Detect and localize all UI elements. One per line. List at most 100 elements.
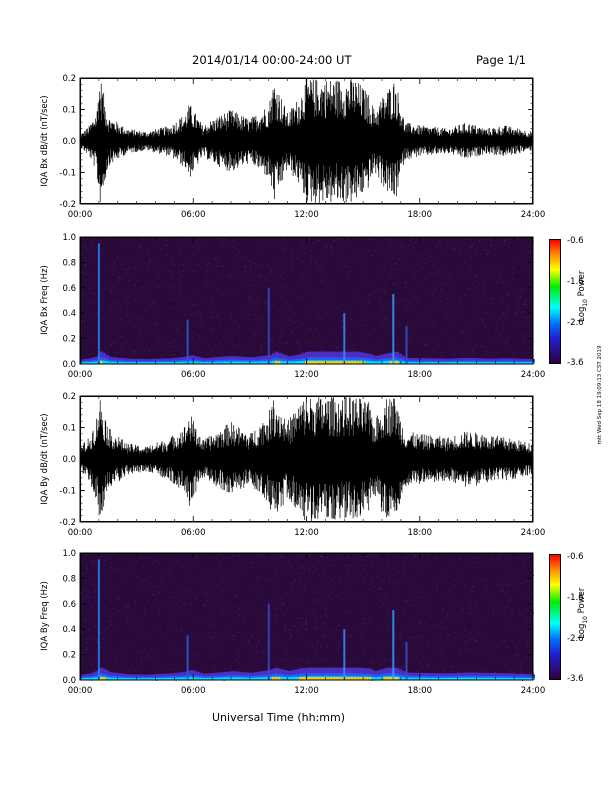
spectrogram-noise	[298, 585, 300, 586]
spectrogram-noise	[355, 317, 356, 319]
spectrogram-noise	[463, 640, 465, 642]
spectrogram-noise	[398, 291, 400, 293]
spectrogram-noise	[193, 355, 195, 357]
spectrogram-noise	[354, 566, 356, 568]
spectrogram-noise	[389, 663, 391, 665]
spectrogram-band	[440, 362, 445, 364]
spectrogram-noise	[336, 347, 337, 348]
spectrogram-noise	[95, 289, 97, 291]
spectrogram-noise	[115, 254, 117, 256]
spectrogram-noise	[431, 607, 433, 609]
spectrogram-noise	[361, 636, 363, 638]
spectrogram-noise	[523, 243, 525, 245]
spectrogram-noise	[105, 554, 107, 555]
spectrogram-noise	[397, 557, 399, 559]
spectrogram-noise	[357, 569, 358, 571]
spectrogram-noise	[260, 245, 261, 246]
spectrogram-noise	[481, 345, 482, 347]
spectrogram-noise	[197, 246, 199, 248]
spectrogram-band-peak	[389, 361, 393, 364]
spectrogram-noise	[505, 605, 507, 607]
spectrogram-noise	[329, 261, 331, 263]
spectrogram-band	[259, 361, 264, 364]
spectrogram-noise	[332, 284, 333, 286]
spectrogram-noise	[380, 309, 382, 311]
spectrogram-noise	[459, 653, 461, 655]
spectrogram-noise	[266, 301, 268, 303]
spectrogram-band	[459, 362, 463, 364]
spectrogram-noise	[342, 326, 344, 328]
spectrogram-noise	[240, 273, 242, 275]
spectrogram-noise	[157, 270, 158, 272]
spectrogram-band	[181, 361, 185, 364]
spectrogram-noise	[259, 279, 260, 281]
spectrogram-noise	[495, 564, 497, 566]
spectrogram-noise	[359, 562, 361, 564]
spectrogram-noise	[520, 342, 522, 344]
spectrogram-noise	[235, 336, 237, 338]
spectrogram-noise	[494, 603, 496, 605]
spectrogram-noise	[456, 661, 457, 662]
spectrogram-noise	[262, 306, 264, 308]
spectrogram-noise	[86, 565, 88, 567]
spectrogram-noise	[207, 605, 209, 607]
spectrogram-noise	[291, 629, 293, 631]
spectrogram-noise	[91, 276, 93, 278]
spectrogram-noise	[426, 615, 428, 617]
spectrogram-noise	[297, 260, 299, 262]
y-tick-label: 0.2	[62, 74, 76, 84]
spectrogram-noise	[161, 336, 163, 338]
spectrogram-noise	[425, 299, 427, 301]
spectrogram-noise	[248, 598, 250, 600]
spectrogram-noise	[190, 645, 192, 647]
spectrogram-noise	[399, 239, 401, 241]
spectrogram-noise	[143, 348, 145, 350]
spectrogram-noise	[208, 604, 210, 606]
spectrogram-noise	[361, 623, 363, 624]
spectrogram-noise	[237, 349, 239, 351]
spectrogram-noise	[96, 324, 98, 326]
spectrogram-noise	[398, 325, 400, 327]
spectrogram-noise	[404, 600, 406, 602]
spectrogram-noise	[317, 290, 319, 292]
spectrogram-noise	[179, 326, 181, 328]
spectrogram-noise	[446, 615, 448, 617]
spectrogram-band	[507, 362, 511, 364]
spectrogram-noise	[441, 278, 443, 280]
spectrogram-noise	[318, 574, 320, 576]
spectrogram-noise	[496, 315, 498, 317]
spectrogram-noise	[417, 348, 419, 350]
spectrogram-noise	[505, 331, 506, 333]
spectrogram-noise	[90, 288, 92, 290]
spectrogram-noise	[399, 245, 401, 247]
spectrogram-noise	[206, 559, 208, 561]
spectrogram-noise	[498, 298, 500, 300]
spectrogram-noise	[502, 590, 504, 591]
spectrogram-noise	[273, 260, 275, 262]
spectrogram-noise	[380, 336, 382, 338]
spectrogram-noise	[144, 263, 146, 265]
spectrogram-noise	[265, 556, 267, 558]
spectrogram-noise	[403, 300, 405, 302]
spectrogram-noise	[385, 575, 387, 577]
spectrogram-noise	[128, 606, 130, 608]
spectrogram-noise	[301, 287, 303, 289]
spectrogram-noise	[496, 643, 498, 645]
spectrogram-noise	[436, 277, 438, 279]
spectrogram-streak	[343, 313, 346, 364]
spectrogram-noise	[134, 316, 136, 318]
spectrogram-noise	[324, 660, 326, 662]
spectrogram-noise	[166, 277, 168, 279]
spectrogram-noise	[388, 580, 390, 582]
spectrogram-noise	[389, 271, 391, 273]
spectrogram-noise	[90, 286, 92, 288]
spectrogram-noise	[254, 243, 255, 245]
spectrogram-noise	[336, 343, 338, 345]
spectrogram-noise	[520, 249, 522, 251]
spectrogram-noise	[423, 614, 425, 616]
spectrogram-noise	[140, 256, 142, 258]
spectrogram-noise	[485, 249, 487, 251]
spectrogram-noise	[281, 662, 283, 664]
spectrogram-noise	[474, 661, 476, 663]
spectrogram-noise	[114, 613, 116, 615]
